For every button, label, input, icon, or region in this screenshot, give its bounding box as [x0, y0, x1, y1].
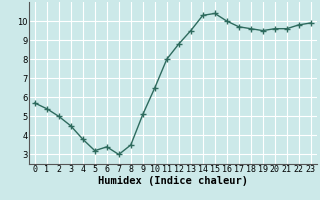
- X-axis label: Humidex (Indice chaleur): Humidex (Indice chaleur): [98, 176, 248, 186]
